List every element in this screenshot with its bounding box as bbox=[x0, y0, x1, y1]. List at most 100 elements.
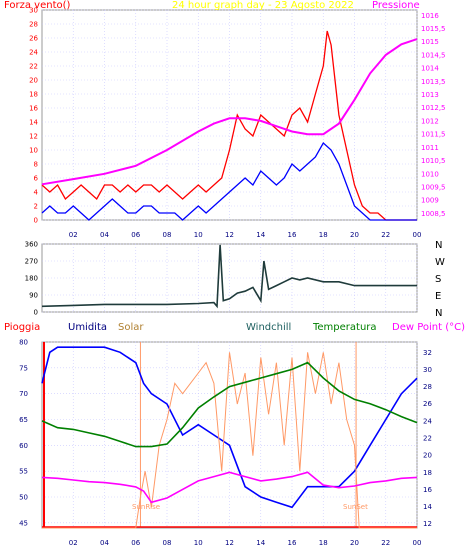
humidity-line bbox=[41, 346, 418, 509]
wind-tick-label: 12 bbox=[29, 133, 38, 141]
wind-tick-label: 22 bbox=[29, 63, 38, 71]
climate-x-tick: 16 bbox=[288, 539, 297, 547]
climate-x-tick: 08 bbox=[163, 539, 172, 547]
humidity-tick-label: 50 bbox=[19, 494, 28, 502]
compass-label: W bbox=[435, 257, 445, 268]
climate-x-tick: 20 bbox=[350, 539, 359, 547]
humidity-tick-label: 55 bbox=[19, 468, 28, 476]
dewpoint-line bbox=[41, 471, 418, 504]
pressure-axis-label: Pressione bbox=[372, 0, 420, 11]
climate-x-tick: 04 bbox=[100, 539, 109, 547]
temp-tick-label: 20 bbox=[423, 452, 432, 460]
climate-x-tick: 02 bbox=[69, 539, 78, 547]
climate-x-tick: 12 bbox=[225, 539, 234, 547]
chart-title: 24 hour graph day - 23 Agosto 2022 bbox=[172, 0, 354, 11]
temp-tick-label: 18 bbox=[423, 469, 432, 477]
direction-tick-label: 360 bbox=[25, 241, 38, 249]
temp-tick-label: 16 bbox=[423, 486, 432, 494]
legend-rain: Pioggia bbox=[4, 322, 40, 333]
climate-x-tick: 06 bbox=[131, 539, 140, 547]
temp-tick-label: 26 bbox=[423, 400, 432, 408]
legend-solar: Solar bbox=[118, 322, 144, 333]
humidity-tick-label: 80 bbox=[19, 339, 28, 347]
pressure-tick-label: 1010,5 bbox=[421, 157, 446, 165]
pressure-tick-label: 1009,5 bbox=[421, 183, 446, 191]
wind-tick-label: 14 bbox=[29, 119, 38, 127]
climate-x-tick: 18 bbox=[319, 539, 328, 547]
wind-x-tick: 22 bbox=[381, 231, 390, 239]
compass-label: N bbox=[435, 240, 442, 251]
direction-line bbox=[41, 244, 417, 309]
legend-windchill: Windchill bbox=[246, 322, 291, 333]
wind-tick-label: 2 bbox=[34, 203, 38, 211]
wind-x-tick: 10 bbox=[194, 231, 203, 239]
wind-tick-label: 20 bbox=[29, 77, 38, 85]
wind-tick-label: 16 bbox=[29, 105, 38, 113]
wind-x-tick: 02 bbox=[69, 231, 78, 239]
wind-axis-label: Forza vento() bbox=[4, 0, 71, 11]
solar-line bbox=[42, 352, 417, 529]
wind-tick-label: 8 bbox=[34, 161, 38, 169]
direction-tick-label: 0 bbox=[34, 309, 38, 317]
wind-x-tick: 20 bbox=[350, 231, 359, 239]
wind-tick-label: 24 bbox=[29, 49, 38, 57]
wind-tick-label: 28 bbox=[29, 21, 38, 29]
wind-x-tick: 00 bbox=[413, 231, 422, 239]
humidity-tick-label: 65 bbox=[19, 416, 28, 424]
pressure-tick-label: 1016 bbox=[421, 12, 439, 20]
sunrise-label: SunRise bbox=[132, 503, 160, 511]
pressure-tick-label: 1011 bbox=[421, 144, 439, 152]
temp-tick-label: 14 bbox=[423, 503, 432, 511]
pressure-tick-label: 1012,5 bbox=[421, 104, 446, 112]
sunset-label: SunSet bbox=[343, 503, 368, 511]
pressure-tick-label: 1013,5 bbox=[421, 78, 446, 86]
wind-x-tick: 18 bbox=[319, 231, 328, 239]
pressure-tick-label: 1013 bbox=[421, 91, 439, 99]
climate-x-tick: 22 bbox=[381, 539, 390, 547]
pressure-line bbox=[41, 38, 418, 186]
pressure-tick-label: 1010 bbox=[421, 170, 439, 178]
temp-tick-label: 24 bbox=[423, 417, 432, 425]
temp-tick-label: 22 bbox=[423, 435, 432, 443]
pressure-tick-label: 1009 bbox=[421, 197, 439, 205]
pressure-tick-label: 1012 bbox=[421, 117, 439, 125]
temperature-line bbox=[41, 361, 418, 448]
compass-label: N bbox=[435, 308, 442, 319]
direction-tick-label: 90 bbox=[29, 292, 38, 300]
pressure-tick-label: 1011,5 bbox=[421, 131, 446, 139]
pressure-tick-label: 1008,5 bbox=[421, 210, 446, 218]
wind-tick-label: 26 bbox=[29, 35, 38, 43]
climate-x-tick: 00 bbox=[413, 539, 422, 547]
wind-tick-label: 6 bbox=[34, 175, 39, 183]
temp-tick-label: 12 bbox=[423, 520, 432, 528]
wind-tick-label: 18 bbox=[29, 91, 38, 99]
compass-label: S bbox=[435, 274, 441, 285]
gust_avg-line bbox=[41, 141, 417, 221]
wind-tick-label: 30 bbox=[29, 7, 38, 15]
compass-label: E bbox=[435, 291, 441, 302]
wind-x-tick: 04 bbox=[100, 231, 109, 239]
legend-humidity: Umidita bbox=[68, 322, 107, 333]
wind-tick-label: 10 bbox=[29, 147, 38, 155]
pressure-tick-label: 1014,5 bbox=[421, 51, 446, 59]
temp-tick-label: 30 bbox=[423, 366, 432, 374]
humidity-tick-label: 75 bbox=[19, 364, 28, 372]
humidity-tick-label: 60 bbox=[19, 442, 28, 450]
wind-x-tick: 08 bbox=[163, 231, 172, 239]
wind-x-tick: 12 bbox=[225, 231, 234, 239]
wind-tick-label: 0 bbox=[34, 217, 38, 225]
humidity-tick-label: 45 bbox=[19, 519, 28, 527]
direction-tick-label: 270 bbox=[25, 258, 38, 266]
wind-x-tick: 06 bbox=[131, 231, 140, 239]
wind-x-tick: 14 bbox=[256, 231, 265, 239]
wind-x-tick: 16 bbox=[288, 231, 297, 239]
pressure-tick-label: 1015,5 bbox=[421, 25, 446, 33]
legend-temperature: Temperatura bbox=[312, 322, 377, 333]
wind-tick-label: 4 bbox=[34, 189, 39, 197]
temp-tick-label: 32 bbox=[423, 349, 432, 357]
temp-tick-label: 28 bbox=[423, 383, 432, 391]
climate-x-tick: 10 bbox=[194, 539, 203, 547]
wind-line bbox=[41, 30, 417, 221]
